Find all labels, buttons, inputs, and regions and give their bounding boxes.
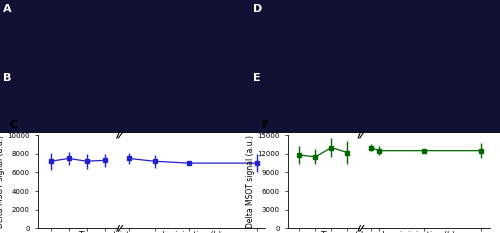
Text: F: F [262, 120, 270, 130]
Text: B: B [2, 73, 11, 83]
Text: D: D [252, 4, 262, 14]
Text: E: E [252, 73, 260, 83]
Text: C: C [10, 120, 18, 130]
Text: Time post intramuscular injection (h): Time post intramuscular injection (h) [79, 231, 221, 233]
Y-axis label: Delta MSOT signal (a.u.): Delta MSOT signal (a.u.) [0, 135, 4, 228]
Y-axis label: Delta MSOT signal (a.u.): Delta MSOT signal (a.u.) [246, 135, 254, 228]
Text: A: A [2, 4, 11, 14]
Text: Time post hypodermic injection (h): Time post hypodermic injection (h) [320, 231, 454, 233]
